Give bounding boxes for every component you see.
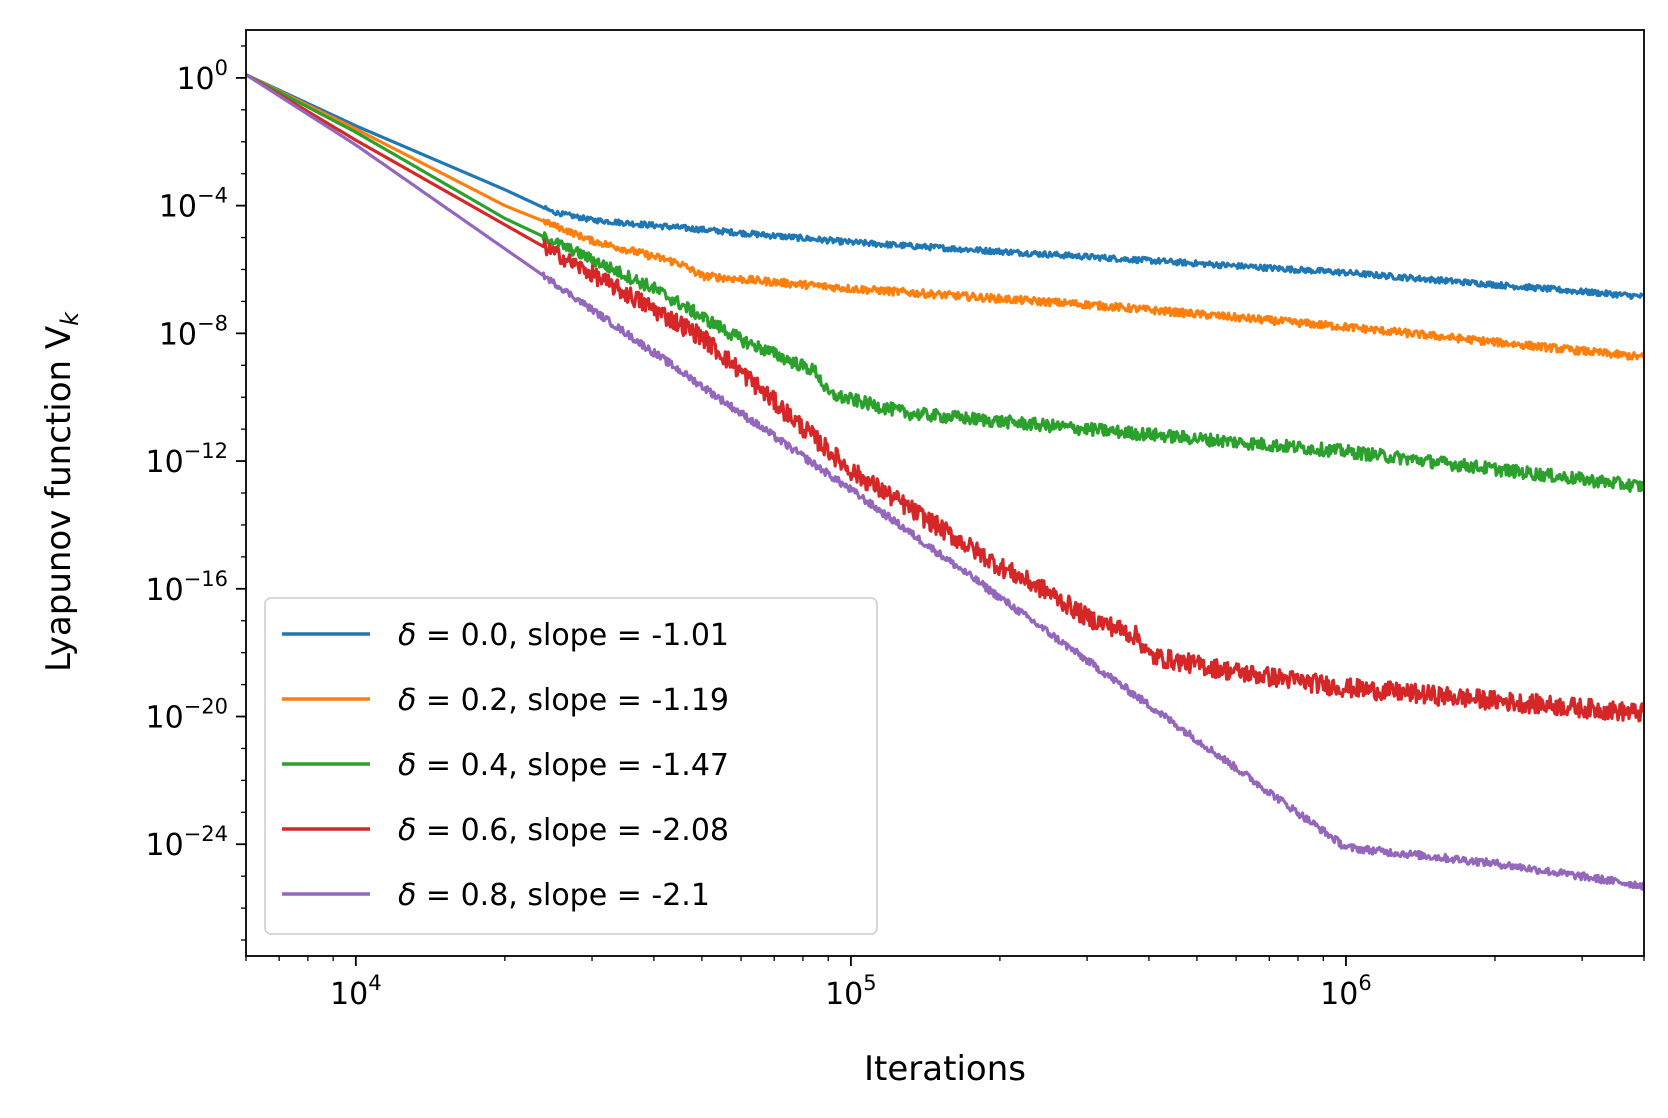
y-tick-label: 10−4 <box>159 184 228 225</box>
y-axis-label: Lyapunov function Vk <box>39 311 84 672</box>
series-line-3 <box>246 73 1644 723</box>
legend-label-0: δ = 0.0, slope = -1.01 <box>398 618 729 653</box>
y-tick-label: 100 <box>176 56 228 97</box>
legend: δ = 0.0, slope = -1.01 δ = 0.2, slope = -… <box>264 597 878 935</box>
y-tick-label: 10−20 <box>145 695 228 736</box>
legend-label-4: δ = 0.8, slope = -2.1 <box>398 878 710 913</box>
y-tick-label: 10−12 <box>145 439 228 480</box>
x-tick-label: 105 <box>825 971 877 1012</box>
x-tick-label: 104 <box>330 971 382 1012</box>
y-tick-label: 10−16 <box>145 567 228 608</box>
series-line-1 <box>246 73 1644 361</box>
legend-box <box>264 597 878 935</box>
series-line-2 <box>246 73 1644 493</box>
x-axis-label: Iterations <box>864 1049 1026 1089</box>
legend-label-1: δ = 0.2, slope = -1.19 <box>398 683 729 718</box>
y-axis-ticks: 100 10−4 10−8 10−12 10−16 10−20 10−24 <box>145 45 246 941</box>
y-tick-label: 10−24 <box>145 822 228 863</box>
legend-label-3: δ = 0.6, slope = -2.08 <box>398 813 729 848</box>
x-axis-ticks: 104 105 106 <box>245 956 1645 1012</box>
series-line-4 <box>246 73 1644 891</box>
x-tick-label: 106 <box>1320 971 1372 1012</box>
series-layer <box>246 73 1644 891</box>
y-tick-label: 10−8 <box>159 311 228 352</box>
legend-label-2: δ = 0.4, slope = -1.47 <box>398 748 729 783</box>
series-line-0 <box>246 73 1644 300</box>
